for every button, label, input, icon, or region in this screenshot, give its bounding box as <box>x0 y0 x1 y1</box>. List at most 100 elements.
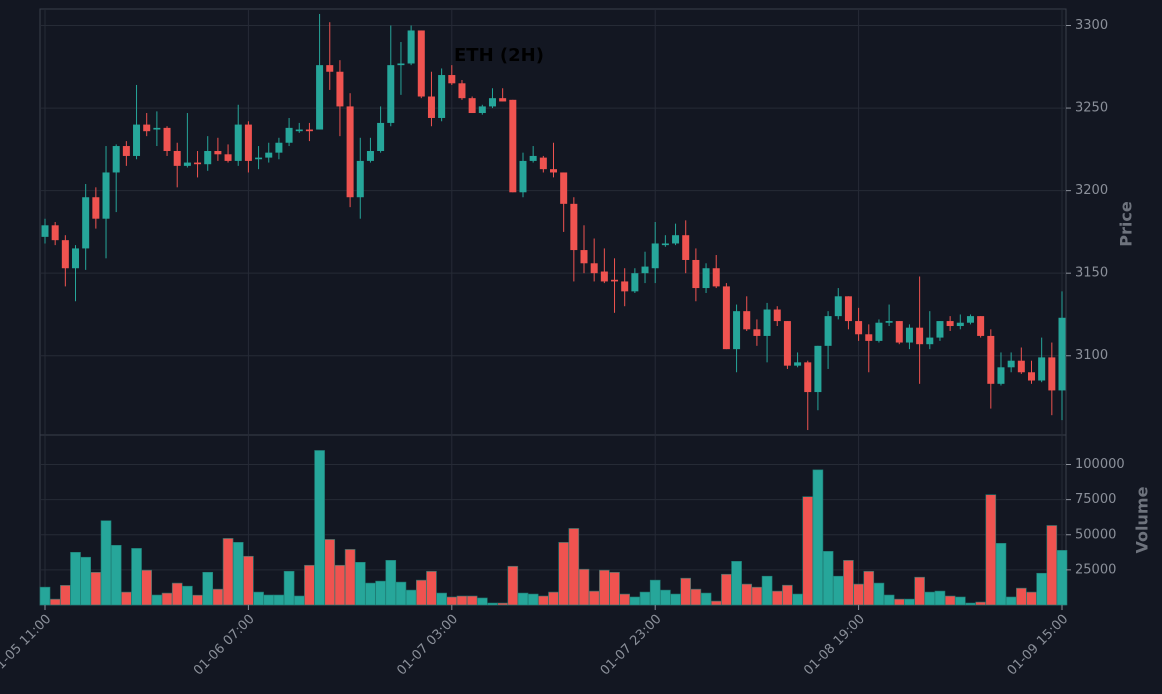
candle-body <box>336 71 344 107</box>
volume-bar <box>283 570 295 606</box>
volume-bar <box>721 573 732 606</box>
volume-bar <box>110 544 122 606</box>
plot-frame <box>39 8 1067 606</box>
candle-body <box>865 334 873 341</box>
volume-bar <box>232 542 244 606</box>
volume-bar <box>527 593 539 606</box>
candle-body <box>255 157 263 160</box>
candle-body <box>702 268 710 289</box>
candle-body <box>560 172 568 204</box>
candle-body <box>794 362 802 366</box>
candle-body <box>692 259 700 289</box>
candle-body <box>499 98 507 102</box>
candle-body <box>41 225 49 237</box>
x-tick-label: 01-09 15:00 <box>1005 612 1072 679</box>
volume-bar <box>182 585 193 606</box>
y-tick-label: 3300 <box>1075 18 1108 33</box>
volume-bar <box>405 589 417 606</box>
volume-bar <box>121 591 132 606</box>
candle-body <box>366 151 374 161</box>
volume-bar <box>741 583 753 606</box>
volume-bar <box>365 582 376 606</box>
candle-body <box>214 151 222 155</box>
volume-bar <box>100 520 112 606</box>
candle-body <box>244 124 252 161</box>
candle-body <box>875 322 883 341</box>
volume-bar <box>904 598 915 606</box>
candle-body <box>804 362 812 393</box>
volume-bar <box>558 542 569 606</box>
candle-body <box>448 75 456 84</box>
volume-bar <box>548 591 559 606</box>
candle-body <box>82 197 90 249</box>
volume-bar <box>436 592 447 606</box>
candle-body <box>224 154 232 161</box>
candle-body <box>72 248 80 269</box>
volume-bar <box>873 582 885 606</box>
x-tick-label: 01-05 11:00 <box>0 612 54 679</box>
x-tick-label: 01-07 23:00 <box>598 612 665 679</box>
volume-bar <box>843 560 854 606</box>
y-tick-label: 3200 <box>1075 183 1108 198</box>
volume-bar <box>395 581 407 606</box>
volume-bar <box>314 450 325 606</box>
volume-bar <box>497 602 508 606</box>
volume-bar <box>507 565 519 606</box>
volume-bar <box>212 588 224 606</box>
candle-body <box>183 162 191 166</box>
candle-body <box>539 157 547 170</box>
candle-body <box>102 172 110 219</box>
y-tick-label: 50000 <box>1075 527 1116 542</box>
candle-body <box>977 316 985 336</box>
volume-bar <box>629 596 641 606</box>
candle-body <box>905 327 913 343</box>
candle-body <box>346 106 354 198</box>
volume-bar <box>456 595 468 606</box>
volume-bar <box>131 548 142 606</box>
candle-body <box>438 75 446 118</box>
volume-bar <box>802 496 814 606</box>
volume-bar <box>171 582 183 606</box>
candle-body <box>51 225 59 241</box>
candle-body <box>204 151 212 165</box>
candle-body <box>611 279 619 282</box>
x-tick-label: 01-07 03:00 <box>394 612 461 679</box>
volume-bar <box>517 592 529 606</box>
volume-bar <box>578 568 590 606</box>
volume-bar <box>1036 572 1047 606</box>
volume-bar <box>446 596 458 606</box>
volume-bar <box>985 494 997 606</box>
volume-bar <box>253 591 264 606</box>
candle-body <box>885 321 893 323</box>
candle-body <box>458 83 466 99</box>
volume-bar <box>1005 596 1017 606</box>
candle-body <box>153 127 161 130</box>
volume-bar <box>243 555 254 606</box>
volume-bar <box>761 575 773 606</box>
candle-body <box>753 329 761 336</box>
volume-bar <box>710 600 722 606</box>
candle-body <box>682 235 690 260</box>
volume-bar <box>771 590 783 606</box>
volume-bar <box>477 597 488 606</box>
volume-bar <box>293 595 305 606</box>
volume-bar <box>822 551 834 606</box>
candle-body <box>733 311 741 350</box>
volume-bar <box>1026 591 1037 606</box>
candle-body <box>722 286 730 350</box>
volume-bar <box>639 591 651 606</box>
volume-bar <box>354 561 366 606</box>
volume-bar <box>466 595 478 606</box>
candle-body <box>427 96 435 118</box>
volume-bar <box>690 588 702 606</box>
candle-body <box>305 129 313 132</box>
volume-bar <box>609 571 620 606</box>
volume-bar <box>222 538 234 606</box>
volume-bar <box>965 602 976 606</box>
volume-bar <box>914 576 925 606</box>
candle-body <box>488 98 496 107</box>
candle-body <box>600 271 608 282</box>
volume-bar <box>731 561 742 606</box>
candle-body <box>265 152 273 158</box>
volume-bar <box>202 571 214 606</box>
